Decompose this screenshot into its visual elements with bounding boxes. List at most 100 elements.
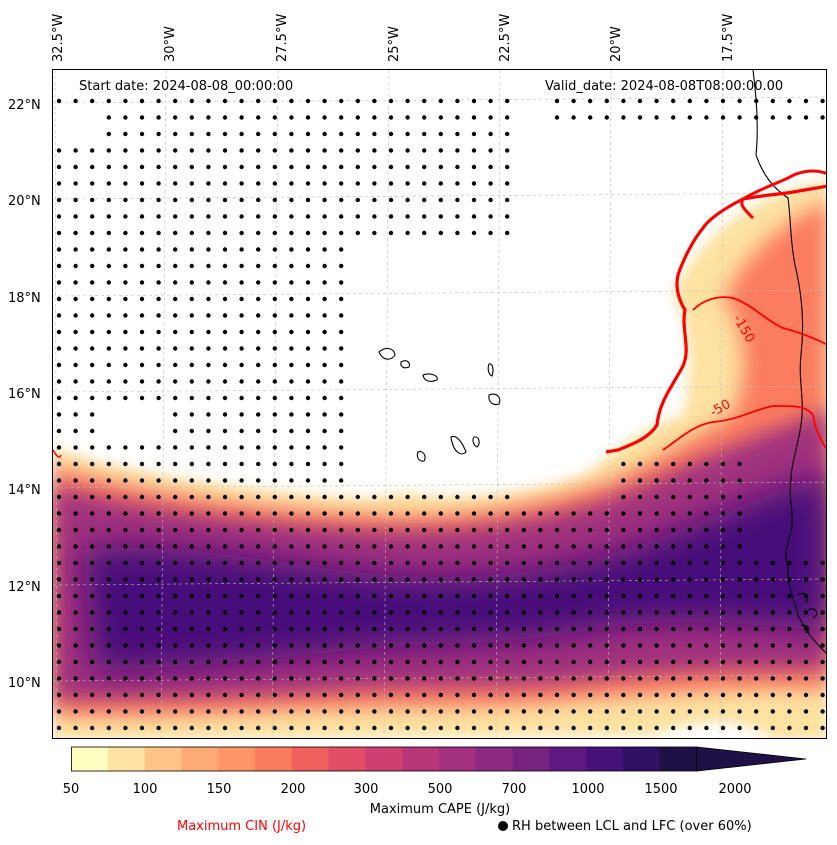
rh-dot [754, 577, 759, 582]
rh-dot [206, 445, 211, 450]
rh-dot [505, 643, 510, 648]
rh-dot [56, 577, 62, 582]
rh-dot [239, 197, 244, 203]
rh-dot [687, 709, 692, 714]
rh-dot [571, 643, 576, 648]
rh-dot [206, 692, 211, 698]
rh-dot [588, 577, 593, 582]
rh-dot [189, 659, 194, 665]
rh-dot [173, 115, 178, 120]
rh-dot [438, 98, 443, 104]
rh-dot [56, 214, 62, 219]
rh-dot [206, 379, 211, 384]
rh-dot [256, 577, 261, 582]
rh-dot [471, 164, 477, 170]
rh-dot [56, 164, 62, 170]
rh-dot [206, 181, 211, 186]
rh-dot [671, 626, 676, 632]
rh-dot [388, 725, 394, 731]
rh-dot [803, 577, 809, 582]
rh-dot [123, 313, 128, 318]
rh-dot [571, 626, 576, 632]
rh-dot [305, 362, 311, 368]
rh-dot [90, 280, 95, 285]
rh-dot [173, 181, 178, 186]
rh-dot [671, 511, 676, 516]
rh-dot [388, 527, 394, 533]
rh-dot [139, 230, 145, 236]
rh-dot [737, 709, 742, 714]
rh-dot [256, 461, 261, 467]
rh-dot [322, 692, 327, 698]
rh-dot [422, 626, 427, 632]
rh-dot [704, 115, 709, 120]
rh-dot [239, 230, 244, 236]
rh-dot [554, 115, 560, 120]
rh-dot [737, 593, 742, 599]
rh-dot [422, 98, 427, 104]
rh-dot [471, 494, 477, 500]
rh-dot [322, 214, 327, 219]
rh-dot [289, 511, 294, 516]
rh-dot [737, 544, 742, 549]
rh-dot [206, 577, 211, 582]
rh-dot [256, 428, 261, 434]
rh-dot [388, 577, 394, 582]
rh-dot [173, 395, 178, 401]
rh-dot [422, 643, 427, 648]
rh-dot [222, 379, 228, 384]
rh-dot [405, 643, 410, 648]
rh-dot [256, 362, 261, 368]
rh-dot [405, 197, 410, 203]
rh-dot [820, 610, 825, 615]
rh-dot [173, 659, 178, 665]
rh-dot [355, 610, 360, 615]
rh-dot [272, 593, 277, 599]
rh-dot [488, 197, 493, 203]
rh-dot [488, 725, 493, 731]
rh-dot [305, 214, 311, 219]
rh-dot [289, 131, 294, 137]
rh-dot [106, 560, 111, 566]
rh-dot [405, 577, 410, 582]
rh-dot [438, 544, 443, 549]
rh-dot [139, 643, 145, 648]
rh-dot [505, 197, 510, 203]
rh-dot [538, 511, 543, 516]
rh-dot [90, 214, 95, 219]
rh-dot [90, 98, 95, 104]
rh-dot [289, 379, 294, 384]
rh-dot [339, 197, 344, 203]
rh-dot [156, 115, 161, 120]
rh-dot [322, 527, 327, 533]
rh-dot [189, 280, 194, 285]
rh-dot [56, 709, 62, 714]
rh-dot [671, 560, 676, 566]
rh-dot [604, 115, 609, 120]
rh-dot [189, 115, 194, 120]
rh-dot [222, 313, 228, 318]
rh-dot [438, 511, 443, 516]
rh-dot [56, 527, 62, 533]
rh-dot [239, 544, 244, 549]
rh-dot [56, 247, 62, 252]
rh-dot [654, 610, 659, 615]
rh-dot [156, 725, 161, 731]
rh-dot [189, 346, 194, 351]
rh-dot [455, 676, 460, 681]
rh-dot [654, 643, 659, 648]
rh-dot [637, 676, 643, 681]
rh-dot [189, 676, 194, 681]
colorbar-block [512, 747, 550, 771]
rh-dot [787, 610, 792, 615]
rh-dot [173, 148, 178, 153]
rh-dot [106, 197, 111, 203]
rh-dot [256, 181, 261, 186]
rh-dot [604, 626, 609, 632]
rh-dot [123, 445, 128, 450]
rh-dot [289, 494, 294, 500]
rh-dot [671, 610, 676, 615]
rh-dot [222, 544, 228, 549]
rh-dot [787, 560, 792, 566]
rh-dot [56, 98, 62, 104]
